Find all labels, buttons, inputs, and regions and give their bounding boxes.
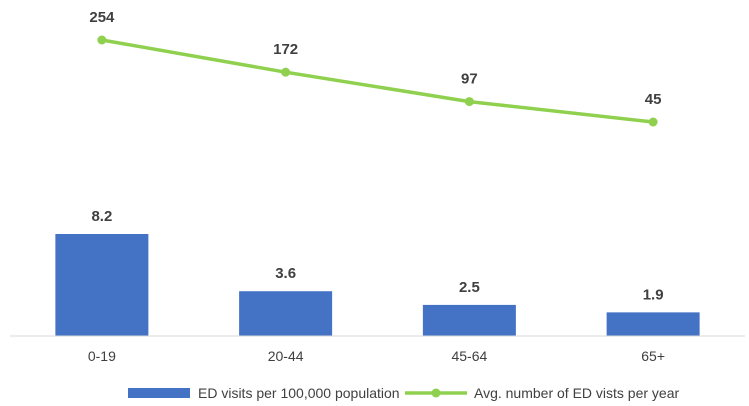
bar-value-label: 2.5 [459, 279, 480, 296]
line-series [97, 35, 658, 127]
x-tick-label: 45-64 [451, 348, 487, 364]
x-tick-label: 0-19 [88, 348, 116, 364]
bar-65+ [606, 312, 700, 336]
line-path [101, 38, 654, 124]
bar-45-64 [422, 304, 516, 336]
legend: ED visits per 100,000 population Avg. nu… [128, 385, 679, 401]
bar-20-44 [239, 291, 333, 336]
line-data-labels: 254 172 97 45 [89, 9, 661, 108]
line-point-0-19 [97, 35, 107, 45]
line-point-65+ [648, 117, 658, 127]
line-point-20-44 [281, 67, 291, 77]
x-tick-label: 20-44 [268, 348, 304, 364]
line-value-label: 172 [273, 41, 298, 58]
bar-series [55, 234, 700, 336]
bar-data-labels: 8.2 3.6 2.5 1.9 [91, 208, 663, 303]
line-value-label: 45 [645, 91, 662, 108]
bar-value-label: 3.6 [275, 265, 296, 282]
line-value-label: 254 [89, 9, 115, 26]
bar-0-19 [55, 234, 149, 336]
bar-value-label: 8.2 [91, 208, 112, 225]
legend-line-marker [431, 388, 441, 398]
legend-bar-label: ED visits per 100,000 population [198, 385, 400, 401]
bar-value-label: 1.9 [643, 286, 664, 303]
legend-line-label: Avg. number of ED vists per year [474, 385, 679, 401]
line-point-45-64 [464, 97, 474, 107]
x-tick-label: 65+ [641, 348, 665, 364]
line-value-label: 97 [461, 71, 478, 88]
x-tick-labels: 0-19 20-44 45-64 65+ [88, 348, 665, 364]
legend-bar-swatch [128, 388, 190, 398]
